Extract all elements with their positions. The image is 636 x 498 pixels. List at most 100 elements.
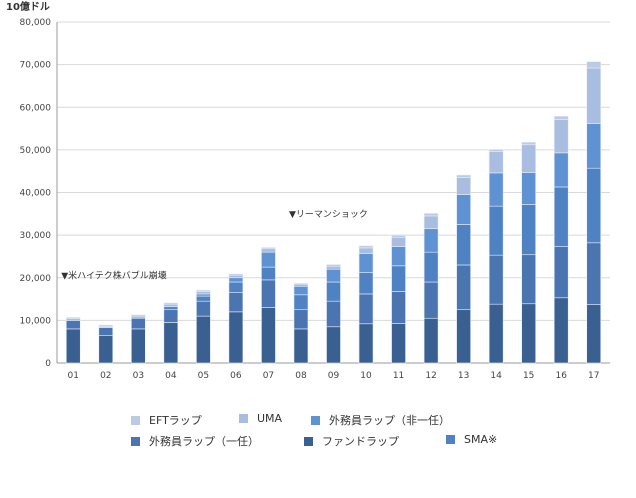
x-tick-label: 16	[555, 371, 567, 381]
bar-segment	[163, 322, 179, 364]
x-tick-label: 06	[230, 371, 242, 381]
bar-segment	[456, 194, 471, 225]
x-tick-label: 05	[198, 371, 209, 381]
y-tick-label: 80,000	[20, 18, 52, 28]
bar-segment	[586, 67, 602, 124]
bar-segment	[196, 293, 211, 297]
bar-segment	[456, 177, 471, 195]
bar-segment	[98, 334, 114, 364]
bar-segment	[423, 317, 439, 364]
bar-segment	[228, 277, 244, 283]
bar-segment	[228, 274, 244, 279]
bar-segment	[326, 268, 341, 283]
bar-segment	[586, 123, 602, 169]
bar-segment	[261, 251, 276, 268]
bar-segment	[488, 172, 504, 207]
bar-segment	[131, 328, 146, 364]
bar-segment	[261, 248, 276, 253]
bar-segment	[228, 281, 244, 293]
bar-segment	[456, 309, 471, 364]
bar-segment	[326, 264, 341, 267]
bar-segment	[456, 174, 471, 178]
y-tick-label: 0	[45, 359, 51, 369]
bar-segment	[521, 172, 536, 205]
y-axis-unit-label: 10億ドル	[6, 0, 50, 13]
bar-segment	[586, 242, 602, 305]
bar-segment	[65, 328, 81, 364]
bar-segment	[488, 205, 504, 256]
x-tick-label: 02	[100, 371, 111, 381]
bar-segment	[196, 291, 211, 295]
bar-segment	[261, 247, 276, 250]
bar-segment	[196, 289, 211, 292]
y-tick-label: 50,000	[20, 146, 52, 156]
x-tick-label: 08	[295, 371, 307, 381]
bar-segment	[391, 323, 406, 364]
x-tick-label: 09	[328, 371, 340, 381]
bar-segment	[196, 300, 211, 317]
bar-segment	[261, 307, 276, 364]
bar-segment	[423, 228, 439, 253]
bar-segment	[326, 265, 341, 270]
bar-segment	[521, 204, 536, 256]
bar-segment	[586, 304, 602, 364]
bar-segment	[228, 311, 244, 364]
bar-segment	[391, 246, 406, 267]
bar-segment	[228, 273, 244, 276]
x-tick-label: 11	[393, 371, 404, 381]
annotation-label: ▼リーマンショック	[289, 209, 368, 220]
bar-segment	[358, 272, 374, 295]
bar-segment	[358, 245, 374, 249]
y-tick-label: 10,000	[20, 316, 52, 326]
bar-segment	[488, 303, 504, 364]
bar-segment	[521, 144, 536, 173]
bar-segment	[293, 282, 309, 285]
x-tick-label: 15	[523, 371, 534, 381]
bar-segment	[553, 115, 569, 120]
bar-segment	[293, 294, 309, 311]
bar-segment	[131, 315, 146, 319]
bar-segment	[553, 186, 569, 247]
bar-segment	[98, 324, 114, 327]
bar-segment	[456, 264, 471, 311]
bar-segment	[553, 152, 569, 188]
annotation-label: ▼米ハイテク株バブル崩壊	[61, 270, 167, 282]
bar-segment	[553, 297, 569, 364]
bar-segment	[326, 300, 341, 328]
bar-segment	[488, 151, 504, 174]
bar-segment	[163, 306, 179, 311]
bar-segment	[521, 254, 536, 305]
bar-segment	[196, 315, 211, 364]
y-tick-label: 40,000	[20, 189, 52, 199]
bar-segment	[293, 328, 309, 364]
y-tick-label: 30,000	[20, 231, 52, 241]
bar-segment	[521, 141, 536, 146]
bar-segment	[358, 323, 374, 364]
bar-segment	[358, 253, 374, 273]
bar-segment	[293, 283, 309, 287]
bar-segment	[553, 246, 569, 299]
bar-segment	[488, 254, 504, 305]
bar-segment	[163, 302, 179, 305]
bar-segment	[131, 314, 146, 317]
bar-segment	[423, 281, 439, 319]
bar-segment	[163, 303, 179, 308]
bar-segment	[391, 265, 406, 292]
bar-segment	[131, 317, 146, 330]
bar-segment	[391, 236, 406, 247]
bar-segment	[293, 309, 309, 330]
bar-segment	[98, 327, 114, 336]
x-tick-label: 17	[588, 371, 599, 381]
bar-segment	[586, 61, 602, 69]
y-tick-label: 20,000	[20, 274, 52, 284]
x-tick-label: 14	[490, 371, 502, 381]
bar-segment	[163, 309, 179, 323]
bar-segment	[65, 317, 81, 319]
bar-segment	[326, 281, 341, 302]
x-tick-label: 04	[165, 371, 177, 381]
bar-segment	[391, 234, 406, 238]
bar-segment	[293, 285, 309, 296]
bar-segment	[553, 119, 569, 154]
